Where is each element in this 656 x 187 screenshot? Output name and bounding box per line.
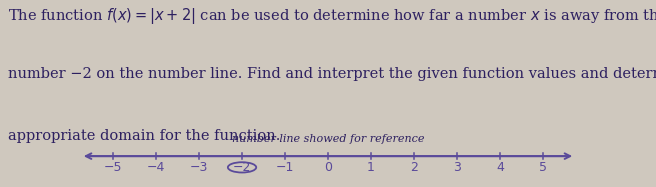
Text: −4: −4 [147,161,165,174]
Text: 3: 3 [453,161,461,174]
Text: appropriate domain for the function.: appropriate domain for the function. [8,129,280,143]
Text: 5: 5 [539,161,547,174]
Text: The function $f(x) = |x + 2|$ can be used to determine how far a number $x$ is a: The function $f(x) = |x + 2|$ can be use… [8,6,656,26]
Text: 4: 4 [496,161,504,174]
Text: 2: 2 [410,161,418,174]
Text: number line showed for reference: number line showed for reference [232,134,424,144]
Text: −1: −1 [276,161,294,174]
Text: 0: 0 [324,161,332,174]
Text: 1: 1 [367,161,375,174]
Text: −5: −5 [104,161,123,174]
Text: number −2 on the number line. Find and interpret the given function values and d: number −2 on the number line. Find and i… [8,67,656,81]
Text: −3: −3 [190,161,208,174]
Text: −2: −2 [233,161,251,174]
